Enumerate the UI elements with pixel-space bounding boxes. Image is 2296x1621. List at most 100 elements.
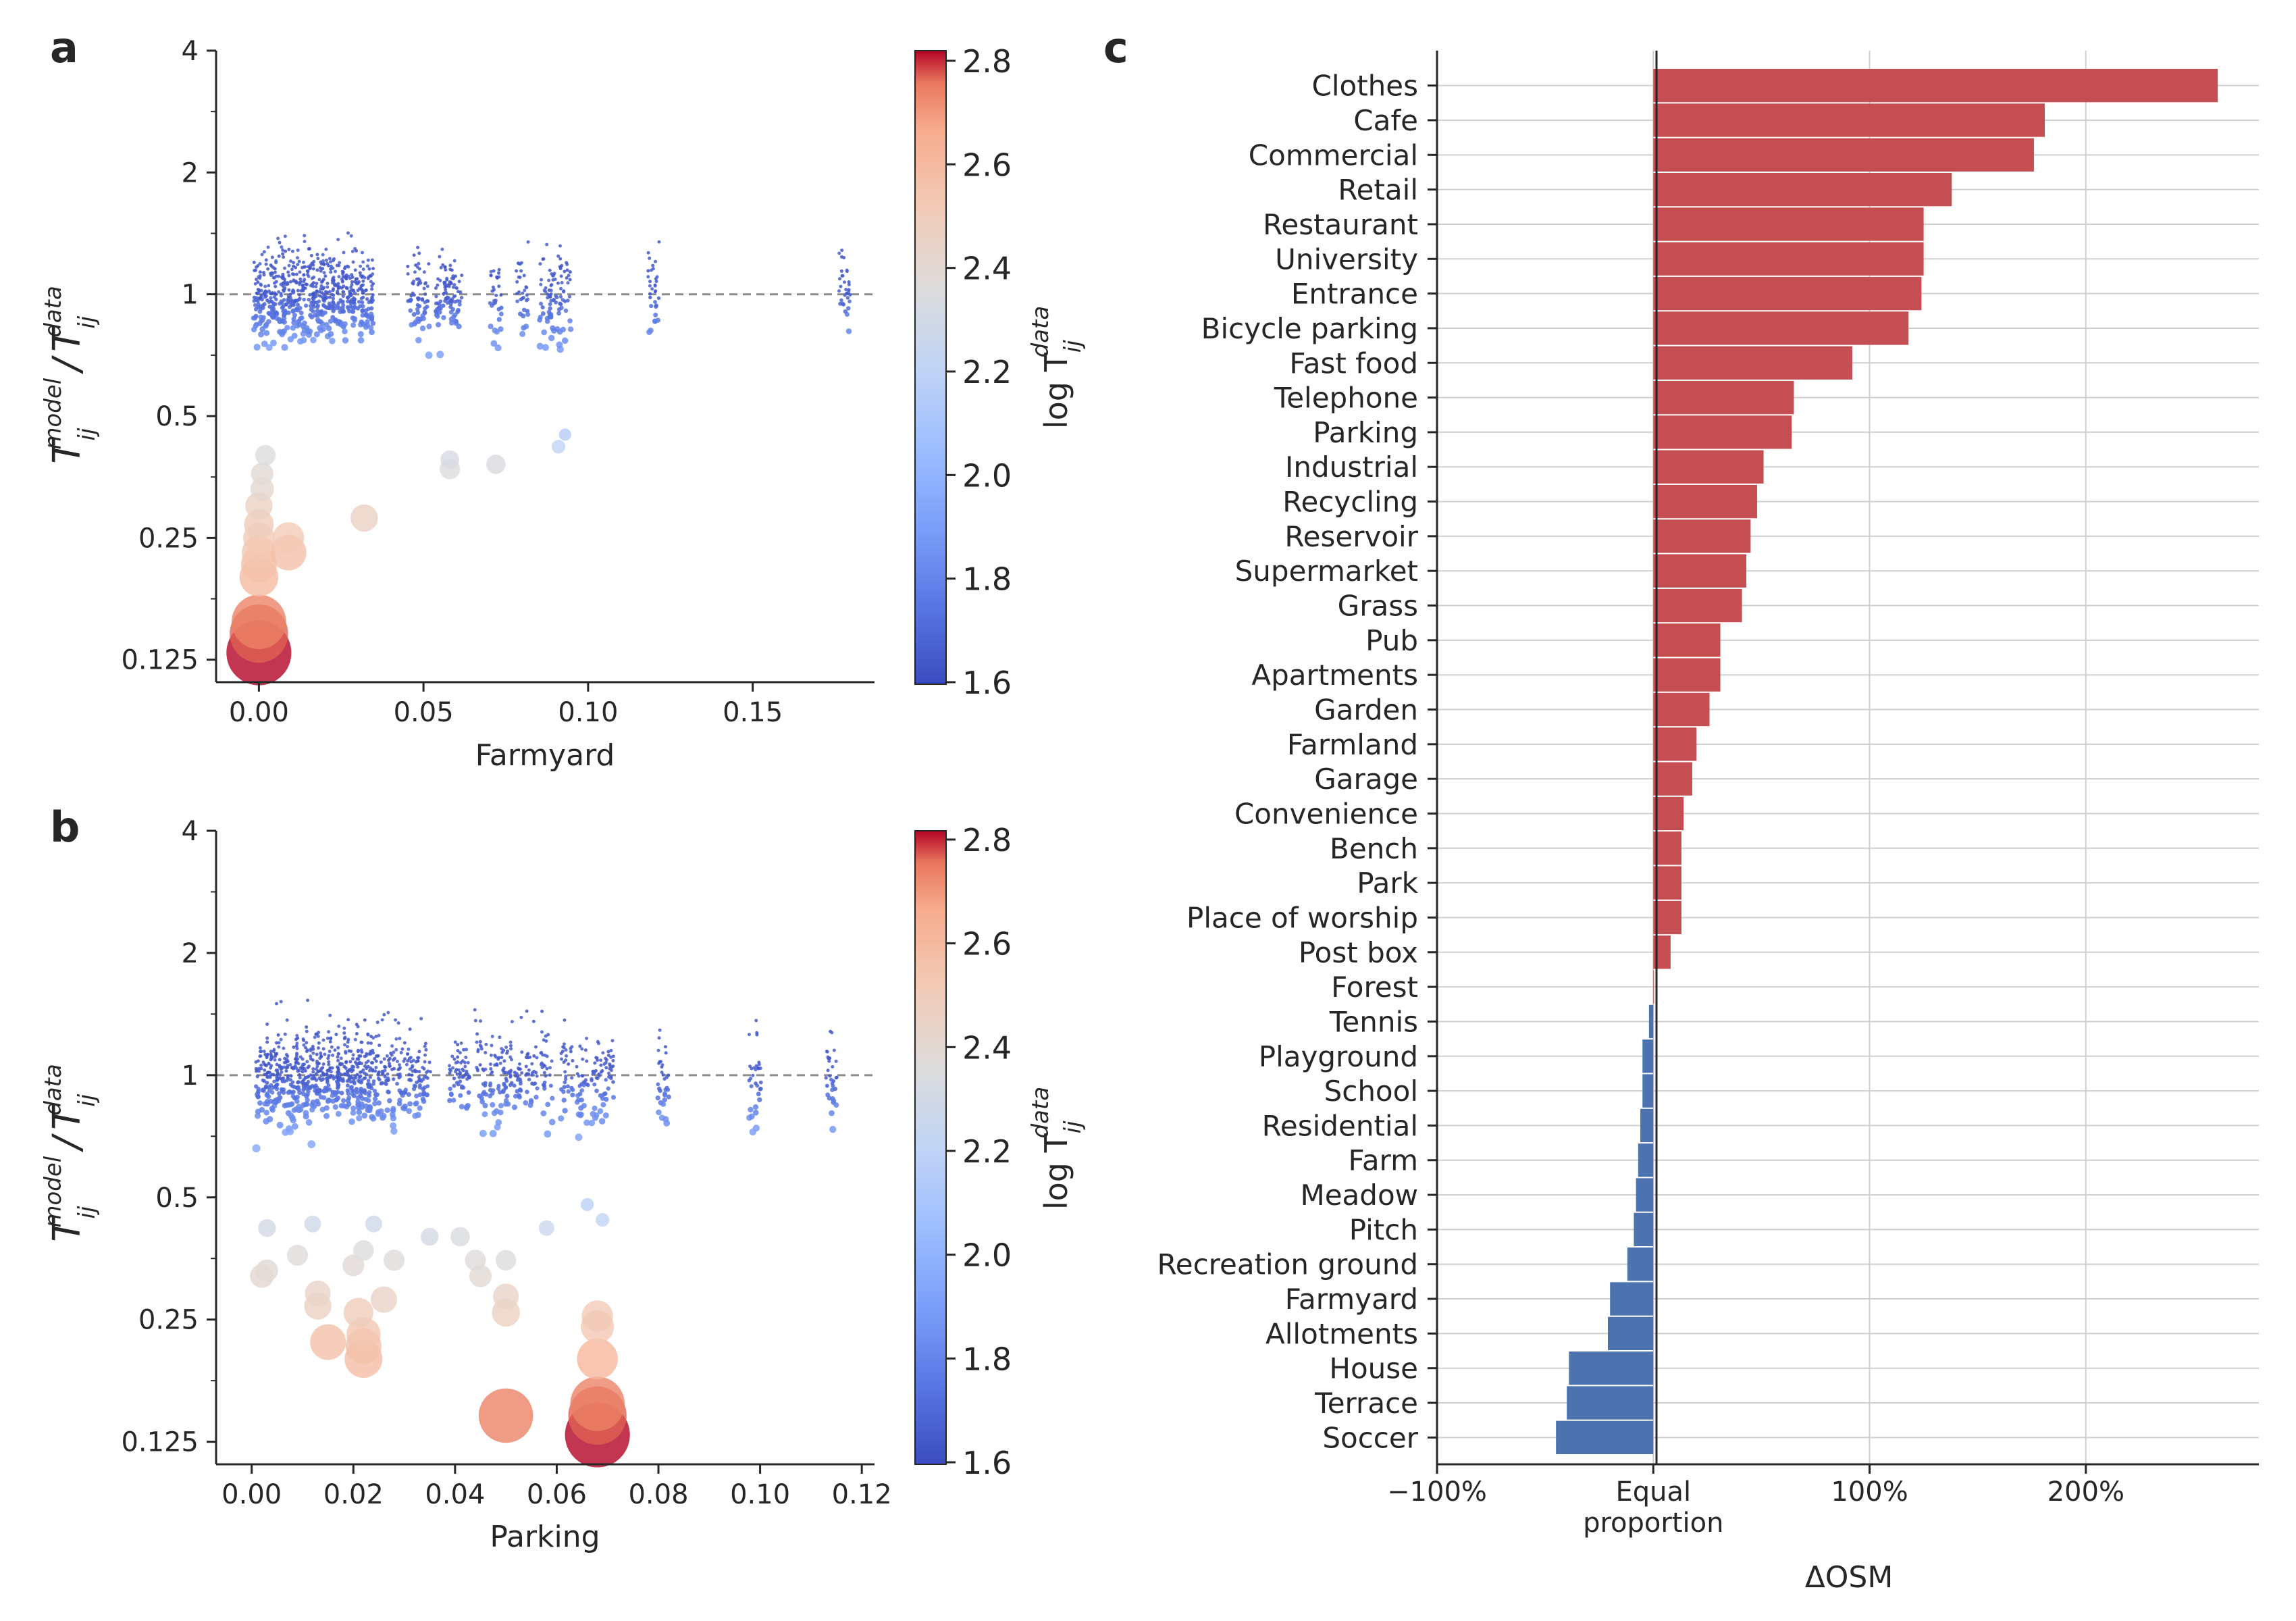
category-label: Telephone xyxy=(1274,382,1418,415)
scatter-point xyxy=(281,304,286,309)
scatter-point xyxy=(366,1041,370,1045)
scatter-point xyxy=(540,1009,544,1013)
scatter-point xyxy=(451,314,456,319)
scatter-point xyxy=(302,1043,306,1047)
scatter-point xyxy=(383,1075,387,1079)
panel-letter-c: c xyxy=(1103,23,1128,72)
scatter-point xyxy=(611,1080,615,1084)
scatter-point xyxy=(491,1110,498,1116)
scatter-point xyxy=(346,1091,351,1096)
scatter-point xyxy=(262,273,266,277)
scatter-point xyxy=(583,1078,588,1082)
scatter-point xyxy=(321,1062,325,1066)
scatter-point xyxy=(549,299,553,303)
scatter-point xyxy=(363,1018,367,1022)
panel-a-points xyxy=(216,231,875,686)
x-tick-label: 0.12 xyxy=(832,1479,892,1510)
scatter-point xyxy=(349,234,353,238)
scatter-point xyxy=(315,317,321,323)
scatter-point xyxy=(756,1091,761,1097)
scatter-point xyxy=(847,282,851,286)
scatter-point xyxy=(434,301,438,306)
scatter-point xyxy=(326,1083,331,1087)
scatter-point xyxy=(847,299,852,304)
scatter-point xyxy=(286,270,290,274)
scatter-point xyxy=(602,1091,608,1096)
scatter-point xyxy=(490,1091,495,1096)
scatter-point xyxy=(481,1111,488,1118)
scatter-point xyxy=(825,1092,831,1098)
scatter-point xyxy=(479,1019,483,1023)
bar-garden xyxy=(1653,692,1710,727)
scatter-point xyxy=(844,288,848,292)
y-tick-label: 4 xyxy=(182,36,199,67)
scatter-point xyxy=(416,1059,420,1063)
scatter-point xyxy=(748,1064,752,1069)
scatter-point xyxy=(319,284,323,288)
scatter-point xyxy=(356,1114,363,1122)
scatter-point xyxy=(563,308,569,313)
scatter-point xyxy=(338,261,342,265)
scatter-point xyxy=(360,300,365,305)
scatter-point xyxy=(422,286,426,290)
scatter-point xyxy=(457,280,461,284)
panel-b-colorbar-ticks: 1.6 1.8 2.0 2.2 2.4 2.6 2.8 xyxy=(946,822,1012,1481)
scatter-point xyxy=(439,265,443,269)
scatter-point xyxy=(556,311,561,316)
scatter-point xyxy=(493,1054,497,1058)
scatter-point xyxy=(350,1057,355,1061)
scatter-point xyxy=(344,1051,348,1055)
scatter-point xyxy=(346,296,350,300)
scatter-point xyxy=(263,1062,267,1066)
scatter-point xyxy=(752,1109,759,1116)
scatter-point xyxy=(267,1085,271,1089)
scatter-point xyxy=(350,249,355,253)
scatter-point xyxy=(350,1110,357,1116)
scatter-point xyxy=(609,1076,613,1081)
scatter-point xyxy=(293,1064,297,1068)
scatter-point xyxy=(323,1105,330,1111)
scatter-point xyxy=(330,1066,334,1070)
scatter-point xyxy=(446,301,450,305)
scatter-point xyxy=(590,1077,594,1081)
scatter-point xyxy=(288,292,292,297)
scatter-point xyxy=(386,1089,390,1094)
scatter-point xyxy=(298,1055,303,1059)
bar-farm xyxy=(1638,1143,1654,1177)
scatter-point xyxy=(457,1075,461,1079)
scatter-point xyxy=(384,1107,390,1113)
scatter-point xyxy=(291,332,298,339)
colorbar-tick-label: 2.0 xyxy=(962,457,1012,494)
bar-pub xyxy=(1653,623,1721,657)
scatter-point xyxy=(656,296,661,301)
scatter-point xyxy=(361,1112,368,1119)
scatter-point xyxy=(419,325,426,332)
scatter-point xyxy=(301,320,307,326)
category-label: Supermarket xyxy=(1235,555,1418,588)
scatter-point xyxy=(843,309,848,314)
scatter-point xyxy=(379,1081,384,1086)
scatter-point xyxy=(302,1078,306,1082)
scatter-point xyxy=(412,253,416,257)
scatter-point xyxy=(376,1100,382,1106)
scatter-point xyxy=(657,1061,661,1065)
scatter-point xyxy=(549,288,553,292)
scatter-point xyxy=(408,1027,412,1031)
scatter-point xyxy=(298,310,304,315)
scatter-point xyxy=(606,1050,610,1054)
scatter-point xyxy=(391,1077,396,1081)
scatter-point xyxy=(417,277,421,281)
scatter-point xyxy=(348,289,352,293)
scatter-point xyxy=(292,313,297,318)
scatter-point xyxy=(394,1048,398,1052)
scatter-point xyxy=(327,1030,331,1034)
y-tick-label: 0.125 xyxy=(121,645,199,676)
scatter-point xyxy=(371,1051,375,1055)
scatter-point xyxy=(390,1127,398,1135)
scatter-point xyxy=(274,297,278,301)
scatter-point xyxy=(459,1104,465,1110)
scatter-point xyxy=(335,263,339,267)
scatter-point xyxy=(317,278,321,282)
scatter-point xyxy=(371,1069,375,1073)
scatter-point xyxy=(368,1075,372,1079)
